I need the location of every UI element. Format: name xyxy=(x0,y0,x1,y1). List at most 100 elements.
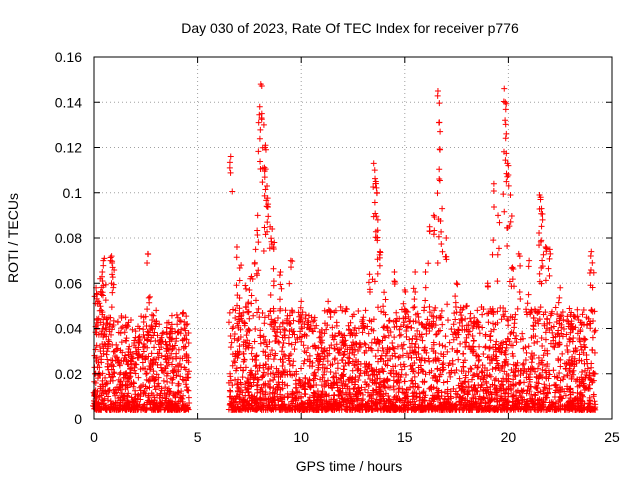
data-point xyxy=(272,332,279,339)
data-point xyxy=(327,369,334,376)
data-point xyxy=(170,401,177,408)
data-point xyxy=(568,375,575,382)
data-point xyxy=(500,191,507,198)
data-point xyxy=(158,364,165,371)
data-point xyxy=(563,331,570,338)
data-point xyxy=(592,401,599,408)
data-point xyxy=(257,126,264,133)
data-point xyxy=(400,399,407,406)
data-point xyxy=(110,284,117,291)
data-point xyxy=(151,376,158,383)
data-point xyxy=(458,396,465,403)
data-point xyxy=(538,280,545,287)
data-point xyxy=(300,360,307,367)
data-point xyxy=(236,349,243,356)
data-point xyxy=(395,354,402,361)
data-point xyxy=(421,378,428,385)
data-point xyxy=(502,389,509,396)
data-point xyxy=(165,385,172,392)
data-point xyxy=(121,329,128,336)
data-point xyxy=(351,351,358,358)
data-point xyxy=(316,401,323,408)
data-point xyxy=(110,387,117,394)
data-point xyxy=(234,302,241,309)
data-point xyxy=(574,306,581,313)
data-point xyxy=(373,388,380,395)
data-point xyxy=(157,406,164,413)
data-point xyxy=(421,304,428,311)
data-point xyxy=(517,296,524,303)
data-point xyxy=(427,403,434,410)
data-point xyxy=(493,338,500,345)
data-point xyxy=(233,380,240,387)
data-point xyxy=(451,369,458,376)
data-point xyxy=(510,393,517,400)
data-point xyxy=(392,363,399,370)
data-point xyxy=(365,372,372,379)
data-point xyxy=(409,347,416,354)
grid-lines xyxy=(94,57,612,419)
data-point xyxy=(340,352,347,359)
data-point xyxy=(96,300,103,307)
data-point xyxy=(517,406,524,413)
data-point xyxy=(249,395,256,402)
data-point xyxy=(254,212,261,219)
data-point xyxy=(340,338,347,345)
data-point xyxy=(560,316,567,323)
data-point xyxy=(109,274,116,281)
data-point xyxy=(430,384,437,391)
data-point xyxy=(313,322,320,329)
data-point xyxy=(273,338,280,345)
data-point xyxy=(508,265,515,272)
data-point xyxy=(516,380,523,387)
data-point xyxy=(342,406,349,413)
data-point xyxy=(144,337,151,344)
data-point xyxy=(127,366,134,373)
data-point xyxy=(408,354,415,361)
data-point xyxy=(557,363,564,370)
data-point xyxy=(277,356,284,363)
data-point xyxy=(349,313,356,320)
data-point xyxy=(133,361,140,368)
data-point xyxy=(516,289,523,296)
data-point xyxy=(156,338,163,345)
data-point xyxy=(470,319,477,326)
data-point xyxy=(330,374,337,381)
data-point xyxy=(110,363,117,370)
data-point xyxy=(235,351,242,358)
y-tick-label: 0.04 xyxy=(55,321,82,337)
data-point xyxy=(505,383,512,390)
data-point xyxy=(474,352,481,359)
data-point xyxy=(513,332,520,339)
data-point xyxy=(259,373,266,380)
data-point xyxy=(420,388,427,395)
data-point xyxy=(227,169,234,176)
data-point xyxy=(379,393,386,400)
data-point xyxy=(301,403,308,410)
data-point xyxy=(327,403,334,410)
data-point xyxy=(260,362,267,369)
data-point xyxy=(102,387,109,394)
data-point xyxy=(520,360,527,367)
data-point xyxy=(592,406,599,413)
data-point xyxy=(349,358,356,365)
data-point xyxy=(447,373,454,380)
data-point xyxy=(140,331,147,338)
data-point xyxy=(349,367,356,374)
data-point xyxy=(528,350,535,357)
data-point xyxy=(468,376,475,383)
data-point xyxy=(227,344,234,351)
data-point xyxy=(559,385,566,392)
data-point xyxy=(359,316,366,323)
data-point xyxy=(519,330,526,337)
data-point xyxy=(331,400,338,407)
data-point xyxy=(366,271,373,278)
data-point xyxy=(507,192,514,199)
data-point xyxy=(316,334,323,341)
data-point xyxy=(242,384,249,391)
data-point xyxy=(94,354,101,361)
data-point xyxy=(538,237,545,244)
data-point xyxy=(114,345,121,352)
data-point xyxy=(246,395,253,402)
data-point xyxy=(156,321,163,328)
